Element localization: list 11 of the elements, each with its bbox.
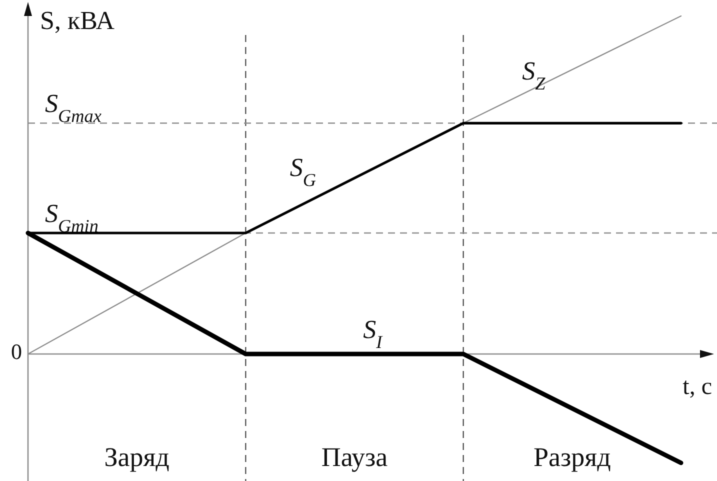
annotation: Разряд <box>534 442 612 472</box>
series-label: S$_{Z}$ <box>522 56 546 94</box>
annotation: Пауза <box>321 442 388 472</box>
ref-line-label: S$_{Gmin}$ <box>45 198 98 236</box>
text: 0 <box>11 339 22 364</box>
y-axis-title: S, кВА <box>40 6 115 35</box>
series-label: S$_{I}$ <box>363 315 384 352</box>
annotation: Заряд <box>104 442 170 472</box>
x-axis-title: t, с <box>682 374 712 400</box>
ref-line-label: S$_{Gmax}$ <box>45 89 102 126</box>
series-label: S$_{G}$ <box>290 153 316 190</box>
